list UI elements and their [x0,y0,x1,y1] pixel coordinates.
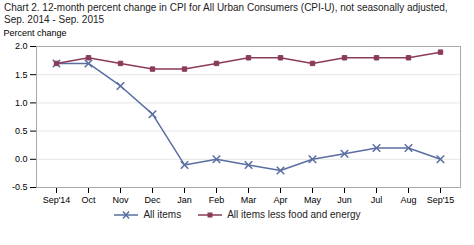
svg-text:Jun: Jun [337,195,352,205]
svg-text:1.0: 1.0 [15,98,28,108]
svg-text:-0.5: -0.5 [12,182,28,192]
svg-text:Apr: Apr [273,195,287,205]
html-text:All items less food and energy: All items less food and energy [227,209,361,220]
svg-text:0.0: 0.0 [15,154,28,164]
svg-text:Sep'14: Sep'14 [43,195,71,205]
svg-text:1.5: 1.5 [15,70,28,80]
html-text:All items: All items [143,209,182,220]
svg-text:May: May [304,195,322,205]
svg-text:Dec: Dec [144,195,161,205]
svg-text:2.0: 2.0 [15,41,28,51]
svg-text:Sep'15: Sep'15 [427,195,455,205]
svg-text:Oct: Oct [81,195,96,205]
svg-text:Feb: Feb [209,195,225,205]
svg-text:Aug: Aug [400,195,416,205]
html-text:Chart 2. 12-month percent chan: Chart 2. 12-month percent change in CPI … [4,2,448,25]
svg-text:Mar: Mar [241,195,257,205]
svg-text:Jan: Jan [177,195,192,205]
svg-text:Nov: Nov [112,195,129,205]
svg-text:Percent change: Percent change [4,28,67,38]
svg-text:Jul: Jul [371,195,383,205]
svg-text:0.5: 0.5 [15,126,28,136]
